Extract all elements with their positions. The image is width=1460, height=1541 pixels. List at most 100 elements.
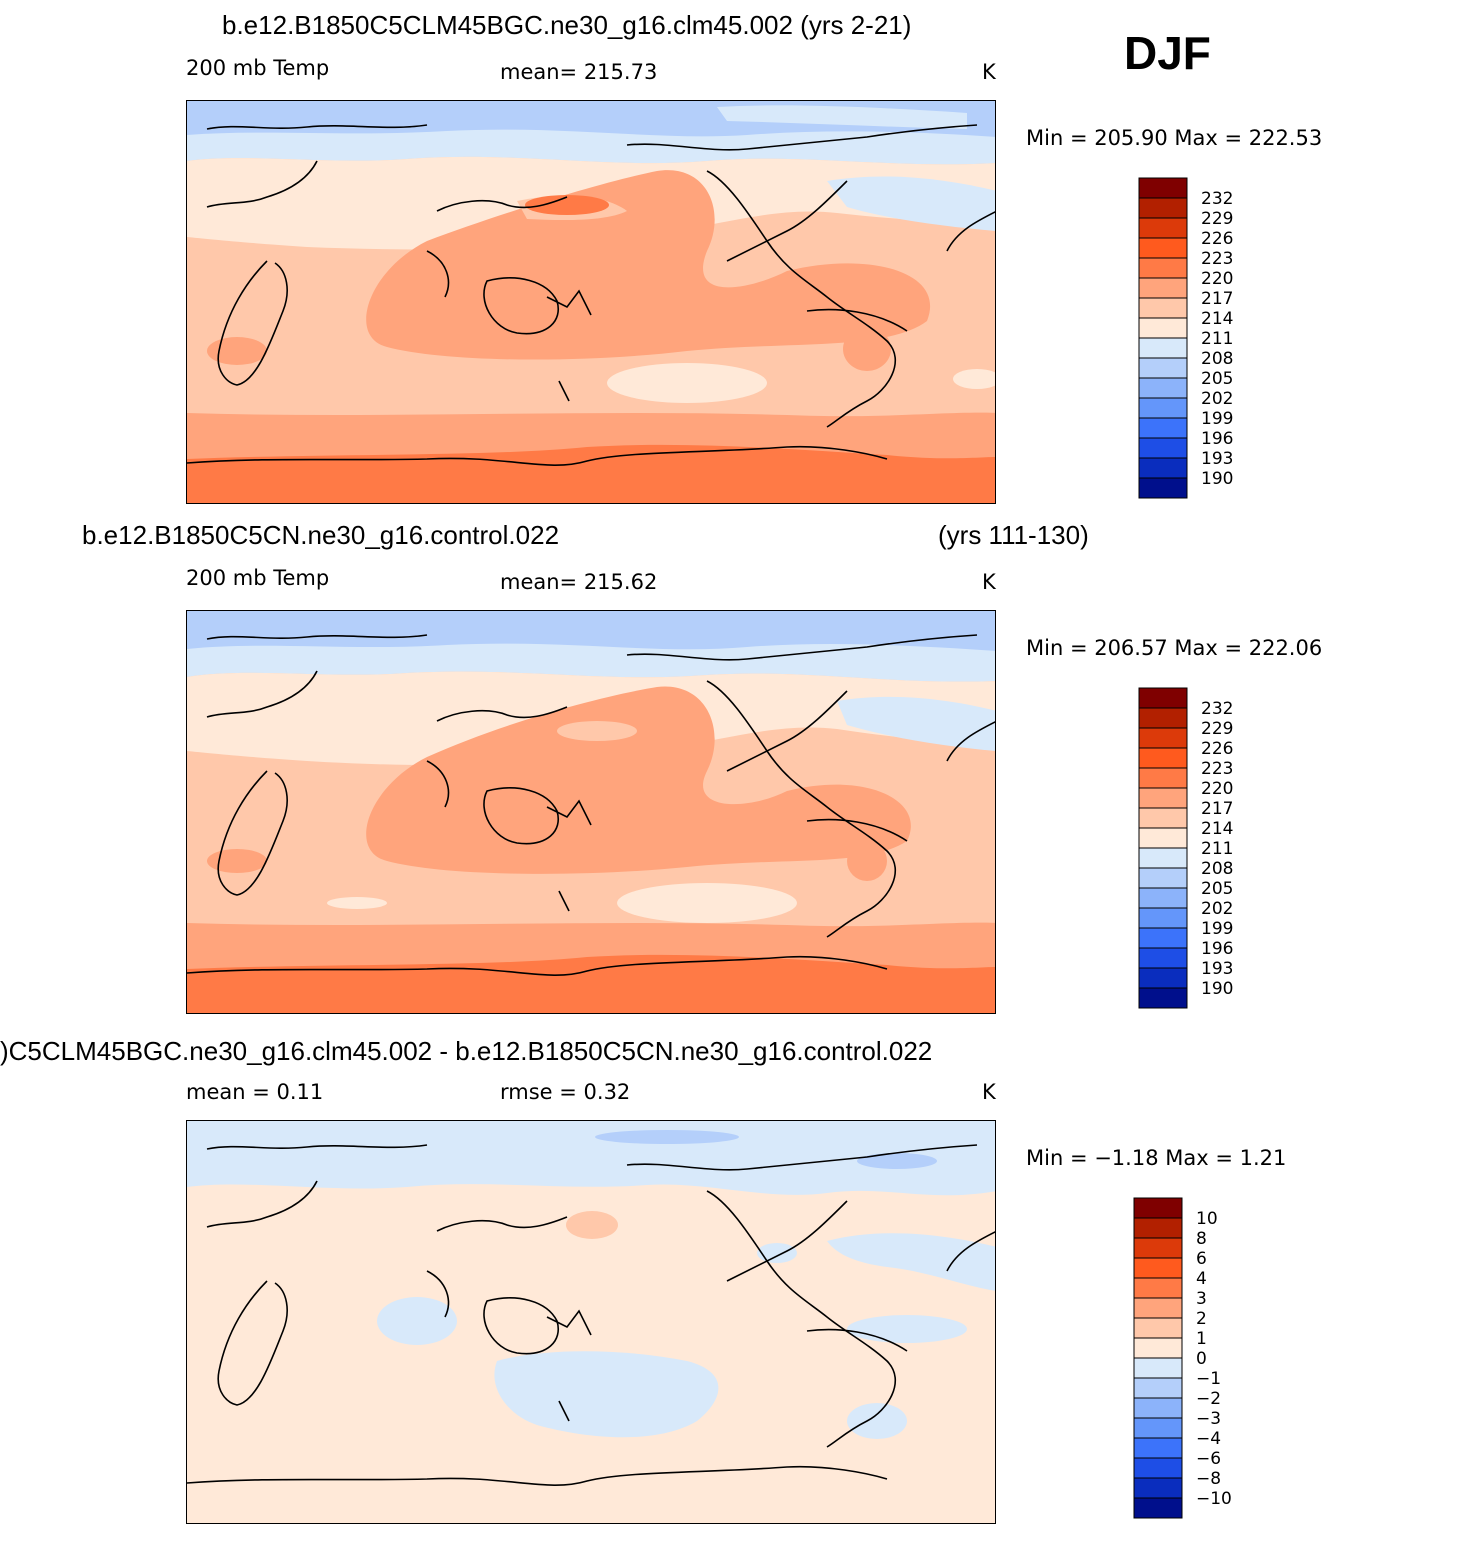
- panel-top-minmax: Min = 205.90 Max = 222.53: [1026, 126, 1323, 150]
- colorbar-swatch: [1138, 707, 1188, 729]
- colorbar-swatch: [1138, 827, 1188, 849]
- colorbar-swatch: [1133, 1397, 1183, 1419]
- colorbar-swatch: [1138, 417, 1188, 439]
- colorbar-swatch: [1138, 847, 1188, 869]
- colorbar-label: 214: [1201, 309, 1233, 329]
- panel-bottom-mean-label: mean = 0.11: [186, 1080, 324, 1104]
- colorbar-swatch: [1138, 357, 1188, 379]
- colorbar-swatch: [1133, 1197, 1183, 1219]
- colorbar-swatch: [1138, 177, 1188, 199]
- panel-middle-variable-label: 200 mb Temp: [186, 566, 330, 590]
- colorbar-label: 196: [1201, 429, 1233, 449]
- panel-bottom-units: K: [982, 1080, 996, 1104]
- colorbar-swatch: [1133, 1217, 1183, 1239]
- colorbar-swatch: [1133, 1437, 1183, 1459]
- colorbar-label: 193: [1201, 449, 1233, 469]
- colorbar-label: 211: [1201, 329, 1233, 349]
- colorbar-swatch: [1138, 887, 1188, 909]
- colorbar-label: 217: [1201, 289, 1233, 309]
- colorbar-label: 229: [1201, 719, 1233, 739]
- colorbar-label: 199: [1201, 919, 1233, 939]
- colorbar-label: −1: [1196, 1369, 1221, 1389]
- colorbar-swatch: [1138, 867, 1188, 889]
- colorbar-label: −8: [1196, 1469, 1221, 1489]
- colorbar-swatch: [1138, 257, 1188, 279]
- panel-bottom-title: )C5CLM45BGC.ne30_g16.clm45.002 - b.e12.B…: [0, 1036, 933, 1066]
- colorbar-label: 208: [1201, 859, 1233, 879]
- panel-middle-map: [186, 610, 996, 1014]
- colorbar-label: 1: [1196, 1329, 1207, 1349]
- colorbar-swatch: [1133, 1457, 1183, 1479]
- colorbar-swatch: [1138, 767, 1188, 789]
- colorbar-label: 211: [1201, 839, 1233, 859]
- colorbar-label: 205: [1201, 369, 1233, 389]
- colorbar-swatch: [1133, 1497, 1183, 1519]
- colorbar-swatch: [1133, 1257, 1183, 1279]
- season-label: DJF: [1124, 27, 1211, 79]
- panel-top-map: [186, 100, 996, 504]
- colorbar-swatch: [1138, 687, 1188, 709]
- colorbar-label: 226: [1201, 739, 1233, 759]
- panel-top-colorbar: 232 229 226 223 220 217 214 211 208 205 202 199 196 1…: [1138, 177, 1259, 500]
- colorbar-swatch: [1133, 1297, 1183, 1319]
- panel-middle-units: K: [982, 570, 996, 594]
- panel-middle-mean-label: mean= 215.62: [500, 570, 658, 594]
- colorbar-swatch: [1138, 237, 1188, 259]
- colorbar-label: 2: [1196, 1309, 1207, 1329]
- panel-middle-years: (yrs 111-130): [938, 520, 1089, 550]
- colorbar-label: 190: [1201, 469, 1233, 489]
- colorbar-label: 0: [1196, 1349, 1207, 1369]
- panel-bottom-minmax: Min = −1.18 Max = 1.21: [1026, 1146, 1287, 1170]
- colorbar-label: 205: [1201, 879, 1233, 899]
- colorbar-label: 202: [1201, 389, 1233, 409]
- colorbar-swatch: [1138, 787, 1188, 809]
- colorbar-label: 202: [1201, 899, 1233, 919]
- colorbar-swatch: [1138, 457, 1188, 479]
- colorbar-swatch: [1138, 477, 1188, 499]
- colorbar-swatch: [1138, 927, 1188, 949]
- colorbar-label: −4: [1196, 1429, 1221, 1449]
- colorbar-swatch: [1138, 297, 1188, 319]
- colorbar-swatch: [1138, 747, 1188, 769]
- panel-top-units: K: [982, 60, 996, 84]
- colorbar-label: 4: [1196, 1269, 1207, 1289]
- panel-middle-minmax: Min = 206.57 Max = 222.06: [1026, 636, 1323, 660]
- colorbar-label: 199: [1201, 409, 1233, 429]
- colorbar-label: 220: [1201, 269, 1233, 289]
- colorbar-swatch: [1138, 947, 1188, 969]
- colorbar-swatch: [1138, 277, 1188, 299]
- colorbar-label: 229: [1201, 209, 1233, 229]
- panel-top-mean-label: mean= 215.73: [500, 60, 658, 84]
- colorbar-swatch: [1133, 1337, 1183, 1359]
- panel-top-title: b.e12.B1850C5CLM45BGC.ne30_g16.clm45.002…: [222, 10, 912, 40]
- colorbar-label: 8: [1196, 1229, 1207, 1249]
- colorbar-label: 226: [1201, 229, 1233, 249]
- colorbar-label: 223: [1201, 759, 1233, 779]
- panel-top-variable-label: 200 mb Temp: [186, 56, 330, 80]
- colorbar-label: 217: [1201, 799, 1233, 819]
- colorbar-label: 10: [1196, 1209, 1218, 1229]
- colorbar-swatch: [1138, 397, 1188, 419]
- colorbar-swatch: [1138, 337, 1188, 359]
- colorbar-label: 223: [1201, 249, 1233, 269]
- colorbar-swatch: [1133, 1317, 1183, 1339]
- colorbar-swatch: [1138, 377, 1188, 399]
- colorbar-label: 196: [1201, 939, 1233, 959]
- colorbar-swatch: [1138, 317, 1188, 339]
- colorbar-label: 6: [1196, 1249, 1207, 1269]
- colorbar-swatch: [1138, 217, 1188, 239]
- colorbar-swatch: [1138, 197, 1188, 219]
- colorbar-swatch: [1133, 1237, 1183, 1259]
- colorbar-label: 220: [1201, 779, 1233, 799]
- colorbar-label: −3: [1196, 1409, 1221, 1429]
- colorbar-swatch: [1138, 437, 1188, 459]
- panel-bottom-rmse-label: rmse = 0.32: [500, 1080, 631, 1104]
- colorbar-swatch: [1133, 1377, 1183, 1399]
- panel-bottom-colorbar: 10 8 6 4 3 2 1 0 −1 −2 −3 −4 −6 −8 −10: [1133, 1197, 1254, 1520]
- colorbar-label: −2: [1196, 1389, 1221, 1409]
- colorbar-label: 214: [1201, 819, 1233, 839]
- colorbar-label: 3: [1196, 1289, 1207, 1309]
- colorbar-swatch: [1138, 967, 1188, 989]
- colorbar-swatch: [1138, 907, 1188, 929]
- colorbar-swatch: [1138, 987, 1188, 1009]
